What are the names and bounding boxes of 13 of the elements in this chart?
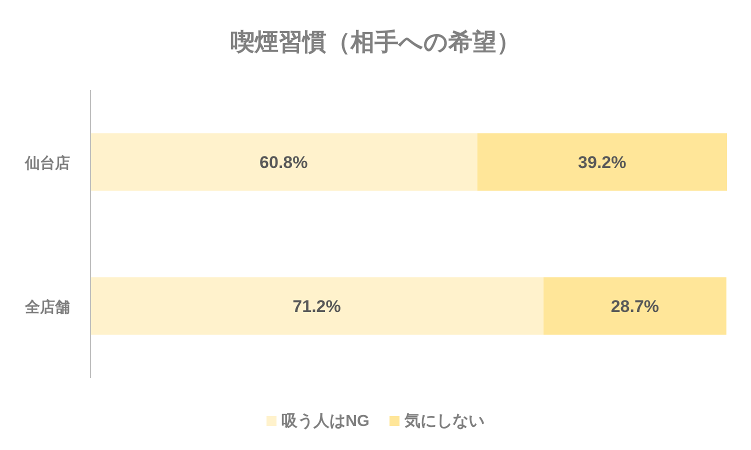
data-label: 39.2% — [578, 153, 626, 172]
legend-label: 気にしない — [404, 413, 484, 430]
bar — [477, 133, 727, 191]
legend-label: 吸う人はNG — [282, 412, 370, 430]
data-label: 71.2% — [292, 297, 341, 316]
data-label: 60.8% — [260, 153, 308, 172]
chart-title: 喫煙習慣（相手への希望） — [230, 29, 520, 56]
y-tick-label: 仙台店 — [24, 154, 70, 172]
data-label: 28.7% — [610, 297, 660, 316]
bar — [544, 277, 726, 335]
y-tick-label: 全店舗 — [24, 298, 70, 316]
bar — [90, 277, 544, 335]
bar — [90, 133, 478, 191]
